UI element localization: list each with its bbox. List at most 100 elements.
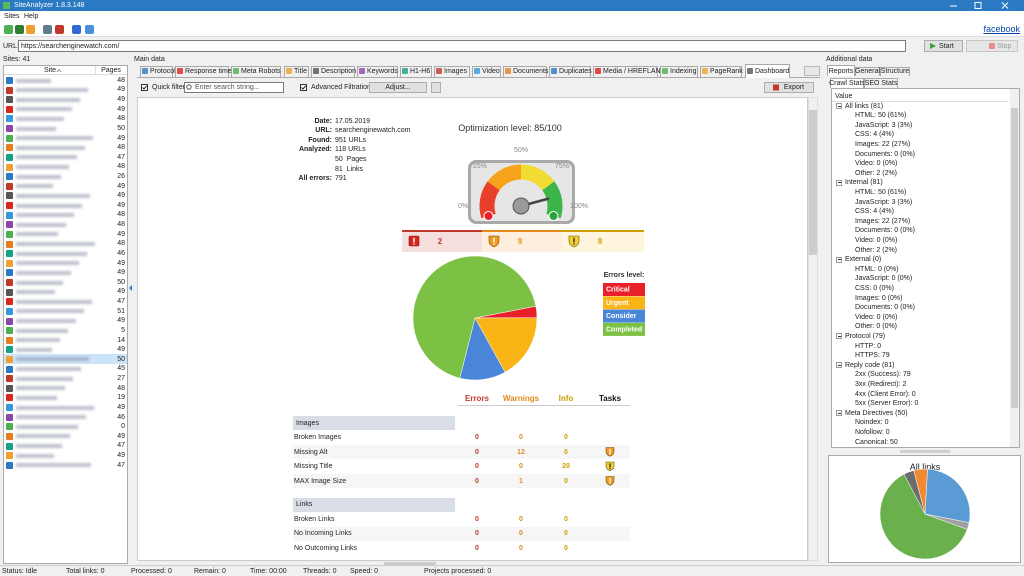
column-header[interactable]: Site <box>43 67 57 74</box>
tree-leaf[interactable]: Video: 0 (0%) <box>855 313 898 321</box>
tab-label: PageRank <box>710 68 743 75</box>
subtab[interactable] <box>830 78 864 88</box>
toolbar-button[interactable] <box>4 25 13 34</box>
tree-node[interactable]: External (0) <box>845 256 882 264</box>
tree-leaf[interactable]: Documents: 0 (0%) <box>855 304 915 312</box>
panel-splitter[interactable] <box>900 450 950 453</box>
tab[interactable] <box>827 65 855 76</box>
tree-leaf[interactable]: Other: 0 (0%) <box>855 323 898 331</box>
toolbar-button[interactable] <box>55 25 64 34</box>
toolbar-button[interactable] <box>15 25 24 34</box>
tree-leaf[interactable]: Nofollow: 0 <box>855 428 890 436</box>
tab[interactable] <box>357 66 398 77</box>
row-value: 0 <box>564 544 568 552</box>
tree-leaf[interactable]: 2xx (Success): 79 <box>855 371 911 379</box>
tree-leaf[interactable]: Images: 0 (0%) <box>855 294 903 302</box>
toolbar-button[interactable] <box>72 25 81 34</box>
tree-leaf[interactable]: Noindex: 0 <box>855 419 889 427</box>
site-icon <box>6 298 13 306</box>
tab[interactable] <box>472 66 501 77</box>
tab[interactable] <box>503 66 547 77</box>
tab-icon <box>551 68 557 74</box>
checkbox[interactable] <box>300 84 307 91</box>
scrollbar-thumb[interactable] <box>809 110 817 255</box>
tree-node[interactable]: Meta Directives (50) <box>845 409 908 417</box>
url-input[interactable] <box>18 40 906 52</box>
bottom-scroll-thumb[interactable] <box>384 562 436 565</box>
column-header[interactable]: Pages <box>101 67 121 74</box>
tab[interactable] <box>855 67 880 76</box>
tab[interactable] <box>549 66 591 77</box>
facebook-link[interactable]: facebook <box>983 24 1020 34</box>
tree-leaf[interactable]: JavaScript: 3 (3%) <box>855 198 913 206</box>
tree-leaf[interactable]: 4xx (Client Error): 0 <box>855 390 916 398</box>
tree-node[interactable]: All links (81) <box>845 102 884 110</box>
tree-leaf[interactable]: Images: 22 (27%) <box>855 217 911 225</box>
tab-icon <box>177 68 183 74</box>
tree-leaf[interactable]: Documents: 0 (0%) <box>855 150 915 158</box>
tab[interactable] <box>880 67 910 76</box>
status-item: Time: 00:00 <box>250 567 287 575</box>
tree-leaf[interactable]: Other: 2 (2%) <box>855 169 898 177</box>
tab-icon <box>662 68 668 74</box>
tree-leaf[interactable]: CSS: 4 (4%) <box>855 208 894 216</box>
tab-label: Meta Robots <box>241 68 281 75</box>
tree-scrollbar-thumb[interactable] <box>1011 108 1018 408</box>
tree-leaf[interactable]: CSS: 0 (0%) <box>855 284 894 292</box>
tree-node[interactable]: Protocol (79) <box>845 332 886 340</box>
tree-leaf[interactable]: Other: 2 (2%) <box>855 246 898 254</box>
checkbox[interactable] <box>141 84 148 91</box>
tab[interactable] <box>434 66 470 77</box>
tree-leaf[interactable]: HTTPS: 79 <box>855 352 890 360</box>
menu-item[interactable]: Sites <box>4 13 20 20</box>
tree-leaf[interactable]: HTML: 50 (61%) <box>855 112 907 120</box>
search-box[interactable] <box>184 82 284 93</box>
menu-item[interactable]: Help <box>24 13 39 20</box>
tree-leaf[interactable]: HTTP: 0 <box>855 342 882 350</box>
tab[interactable] <box>284 66 309 77</box>
tab[interactable] <box>175 66 229 77</box>
tree-leaf[interactable]: Documents: 0 (0%) <box>855 227 915 235</box>
site-icon <box>6 269 13 277</box>
site-name-blurred <box>16 453 54 458</box>
site-pages: 48 <box>117 76 125 84</box>
tree-leaf[interactable]: 3xx (Redirect): 2 <box>855 380 907 388</box>
site-name-blurred <box>16 280 63 285</box>
tree-node[interactable]: Reply code (81) <box>845 361 895 369</box>
tab[interactable] <box>700 66 742 77</box>
toolbar-button[interactable] <box>43 25 52 34</box>
tree-leaf[interactable]: 5xx (Server Error): 0 <box>855 400 919 408</box>
site-name-blurred <box>16 136 93 141</box>
tree-leaf[interactable]: JavaScript: 0 (0%) <box>855 275 913 283</box>
tab-icon <box>142 68 148 74</box>
tree-leaf[interactable]: Video: 0 (0%) <box>855 160 898 168</box>
tab[interactable] <box>660 66 698 77</box>
toolbar-button[interactable] <box>85 25 94 34</box>
row-value: 0 <box>564 477 568 485</box>
site-icon <box>6 125 13 133</box>
tab-scroll[interactable] <box>804 66 820 76</box>
tab[interactable] <box>231 66 281 77</box>
tab[interactable] <box>311 66 355 77</box>
export-button[interactable] <box>764 82 814 93</box>
clear-filter-button[interactable] <box>431 82 441 93</box>
site-icon <box>6 230 13 238</box>
tab[interactable] <box>745 64 790 78</box>
toolbar-button[interactable] <box>26 25 35 34</box>
tree-leaf[interactable]: CSS: 4 (4%) <box>855 131 894 139</box>
tree-leaf[interactable]: JavaScript: 3 (3%) <box>855 121 913 129</box>
row-value: 12 <box>517 448 525 456</box>
adjust-button[interactable] <box>369 82 427 93</box>
tree-node[interactable]: Internal (81) <box>845 179 883 187</box>
tab[interactable] <box>140 66 173 77</box>
tab[interactable] <box>400 66 432 77</box>
tab-strip-line <box>137 77 820 78</box>
tree-leaf[interactable]: Video: 0 (0%) <box>855 236 898 244</box>
tree-leaf[interactable]: Canonical: 50 <box>855 438 898 446</box>
tree-leaf[interactable]: HTML: 0 (0%) <box>855 265 899 273</box>
tab[interactable] <box>593 66 658 77</box>
tree-leaf[interactable]: HTML: 50 (61%) <box>855 188 907 196</box>
site-pages: 48 <box>117 115 125 123</box>
tree-leaf[interactable]: Images: 22 (27%) <box>855 140 911 148</box>
subtab[interactable] <box>864 78 898 88</box>
